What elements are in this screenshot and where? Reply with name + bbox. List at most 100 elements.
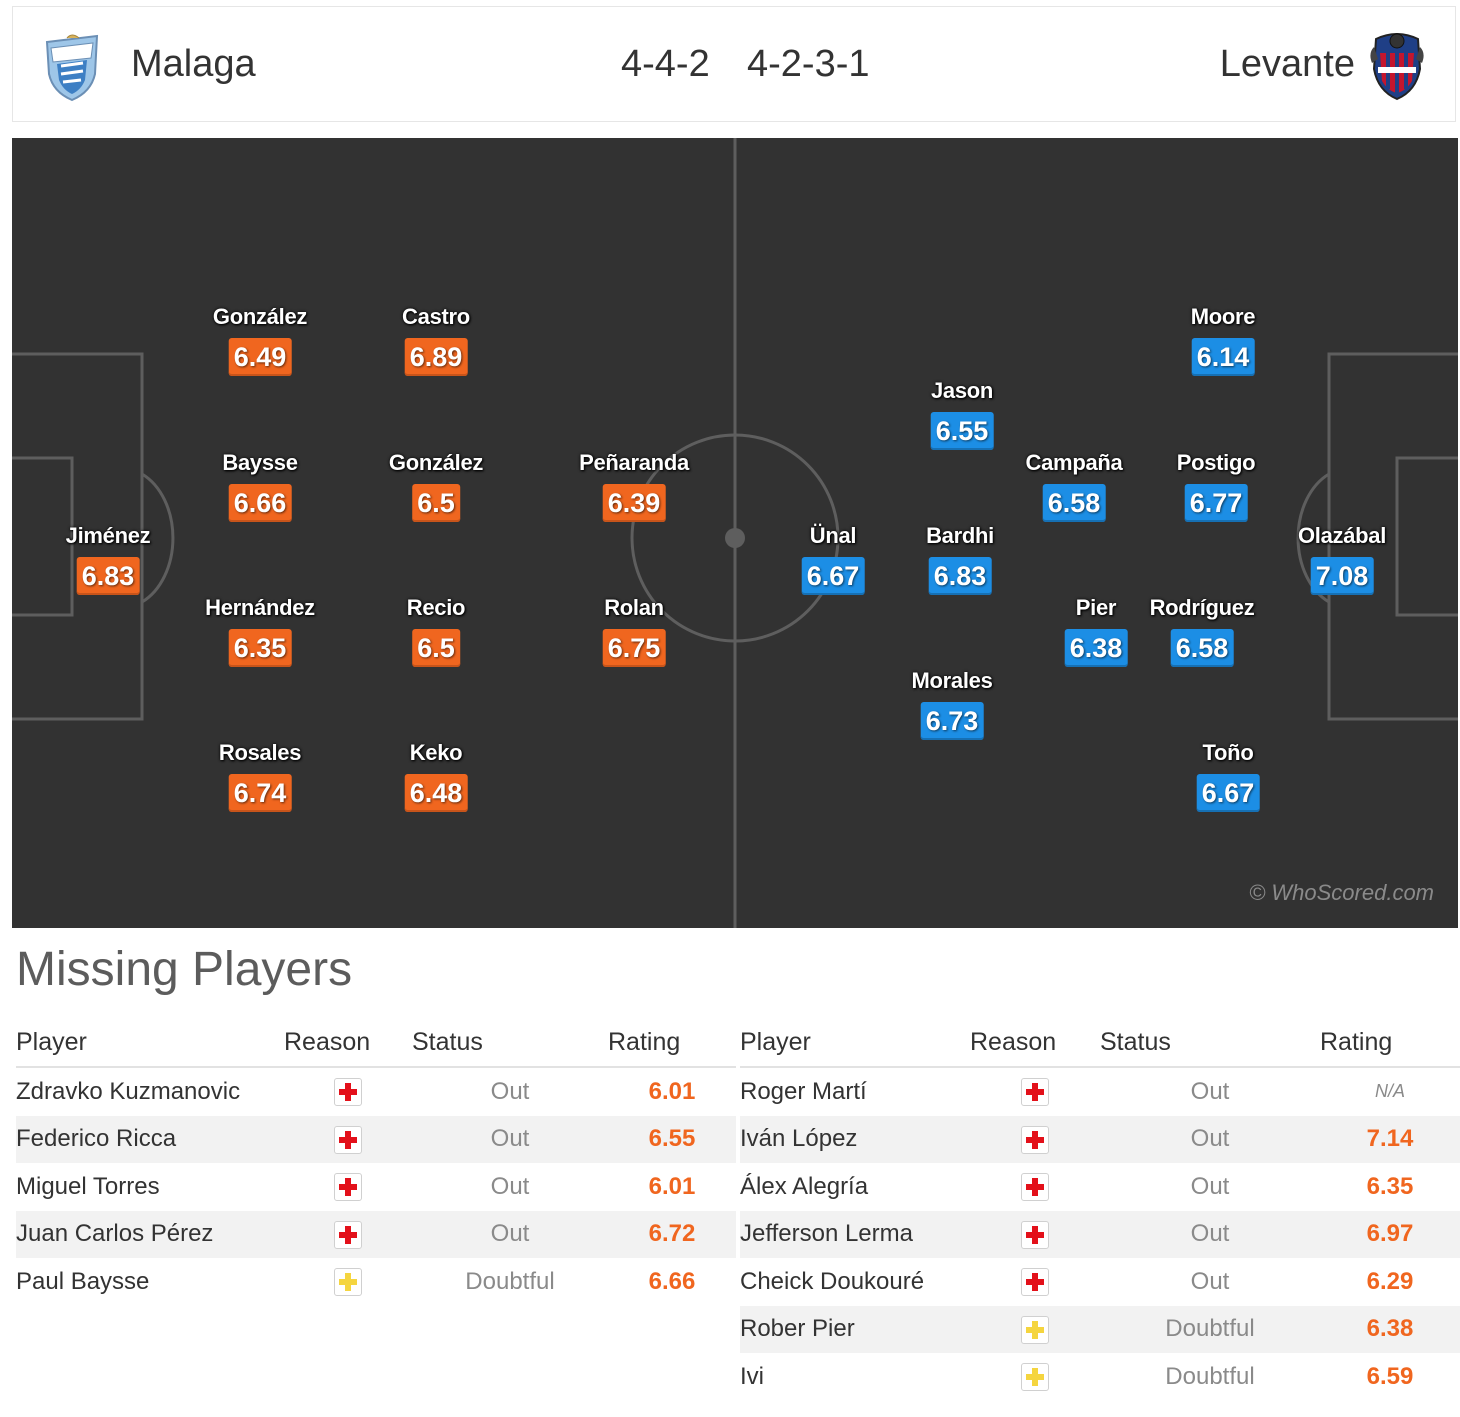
player-name[interactable]: Olazábal (1297, 523, 1387, 548)
table-row: Cheick Doukouré Out 6.29 (740, 1258, 1460, 1306)
player-name[interactable]: Keko (409, 740, 463, 765)
injury-icon[interactable] (1021, 1173, 1049, 1202)
player-name[interactable]: Castro (402, 304, 470, 329)
column-header-rating[interactable]: Rating (608, 1018, 736, 1068)
missing-player-name[interactable]: Álex Alegría (740, 1172, 869, 1200)
missing-player-name[interactable]: Iván López (740, 1115, 970, 1163)
reason-cell (970, 1115, 1100, 1163)
rating-cell: N/A (1374, 1081, 1405, 1102)
player-name[interactable]: Toño (1202, 740, 1254, 765)
doubtful-icon[interactable] (334, 1268, 362, 1297)
missing-player-name[interactable]: Roger Martí (740, 1077, 867, 1105)
player-rating: 6.73 (920, 702, 984, 740)
missing-player-name[interactable]: Zdravko Kuzmanovic (16, 1077, 241, 1105)
status-cell: Doubtful (1100, 1305, 1320, 1353)
injury-icon[interactable] (1021, 1078, 1049, 1107)
player-rating: 6.5 (412, 629, 460, 667)
doubtful-icon[interactable] (1021, 1315, 1049, 1344)
player-name[interactable]: Morales (911, 668, 993, 693)
doubtful-icon[interactable] (1021, 1363, 1049, 1392)
player-rating: 6.5 (412, 484, 460, 522)
injury-icon[interactable] (1021, 1125, 1049, 1154)
rating-cell: 6.29 (1366, 1267, 1414, 1295)
injury-icon[interactable] (334, 1078, 362, 1107)
player-rating: 6.35 (228, 629, 292, 667)
player-name[interactable]: Pier (1075, 595, 1117, 620)
player-rating: 6.48 (404, 774, 468, 812)
player-rating: 6.14 (1191, 338, 1255, 376)
injury-icon[interactable] (1021, 1268, 1049, 1297)
reason-cell (284, 1163, 412, 1211)
status-cell: Out (490, 1077, 530, 1105)
injury-icon[interactable] (334, 1220, 362, 1249)
table-row: Rober Pier Doubtful 6.38 (740, 1305, 1460, 1353)
player-name[interactable]: González (388, 450, 484, 475)
match-header: Malaga 4-4-2 4-2-3-1 Levante (12, 6, 1456, 122)
status-cell: Out (412, 1115, 608, 1163)
table-row: Ivi Doubtful 6.59 (740, 1353, 1460, 1401)
column-header-reason[interactable]: Reason (970, 1018, 1100, 1068)
player-name[interactable]: Campaña (1025, 450, 1123, 475)
player-name[interactable]: Hernández (205, 595, 315, 620)
missing-player-name[interactable]: Ivi (740, 1362, 764, 1390)
home-missing-table: Player Reason Status Rating Zdravko Kuzm… (16, 1018, 736, 1306)
missing-player-name[interactable]: Rober Pier (740, 1305, 970, 1353)
player-name[interactable]: Recio (406, 595, 466, 620)
player-name[interactable]: Baysse (222, 450, 298, 475)
reason-cell (284, 1115, 412, 1163)
away-formation: 4-2-3-1 (747, 43, 870, 85)
player-name[interactable]: González (212, 304, 308, 329)
player-rating: 6.38 (1064, 629, 1128, 667)
injury-icon[interactable] (334, 1125, 362, 1154)
player-rating: 6.67 (801, 557, 865, 595)
reason-cell (970, 1163, 1100, 1211)
column-header-rating[interactable]: Rating (1320, 1018, 1460, 1068)
pitch-markings (12, 138, 1458, 928)
missing-player-name[interactable]: Jefferson Lerma (740, 1210, 970, 1258)
player-name[interactable]: Moore (1190, 304, 1256, 329)
player-rating: 7.08 (1310, 557, 1374, 595)
player-rating: 6.58 (1042, 484, 1106, 522)
away-missing-table: Player Reason Status Rating Roger Martí O… (740, 1018, 1460, 1401)
player-name[interactable]: Bardhi (926, 523, 994, 548)
missing-player-name[interactable]: Cheick Doukouré (740, 1267, 925, 1295)
injury-icon[interactable] (334, 1173, 362, 1202)
column-header-player[interactable]: Player (16, 1018, 284, 1068)
player-rating: 6.66 (228, 484, 292, 522)
reason-cell (284, 1067, 412, 1116)
missing-player-name[interactable]: Juan Carlos Pérez (16, 1210, 284, 1258)
home-team-name[interactable]: Malaga (131, 43, 256, 85)
column-header-status[interactable]: Status (412, 1018, 608, 1068)
malaga-crest-icon[interactable] (41, 34, 103, 102)
status-cell: Out (1190, 1077, 1230, 1105)
player-name[interactable]: Ünal (809, 523, 857, 548)
missing-players-title: Missing Players (16, 943, 353, 996)
table-header-row: Player Reason Status Rating (16, 1018, 736, 1068)
table-row: Miguel Torres Out 6.01 (16, 1163, 736, 1211)
player-name[interactable]: Rosales (218, 740, 302, 765)
reason-cell (970, 1210, 1100, 1258)
reason-cell (970, 1067, 1100, 1116)
column-header-reason[interactable]: Reason (284, 1018, 412, 1068)
rating-cell: 6.72 (608, 1210, 736, 1258)
table-row: Paul Baysse Doubtful 6.66 (16, 1258, 736, 1306)
player-name[interactable]: Jiménez (65, 523, 151, 548)
column-header-status[interactable]: Status (1100, 1018, 1320, 1068)
player-name[interactable]: Postigo (1176, 450, 1256, 475)
away-team-name[interactable]: Levante (1219, 43, 1355, 85)
rating-cell: 6.66 (648, 1267, 696, 1295)
status-cell: Out (412, 1210, 608, 1258)
player-name[interactable]: Peñaranda (579, 450, 689, 475)
column-header-player[interactable]: Player (740, 1018, 970, 1068)
injury-icon[interactable] (1021, 1220, 1049, 1249)
player-rating: 6.67 (1196, 774, 1260, 812)
player-rating: 6.58 (1170, 629, 1234, 667)
missing-player-name[interactable]: Miguel Torres (16, 1172, 160, 1200)
levante-crest-icon[interactable] (1366, 33, 1428, 101)
player-name[interactable]: Jason (930, 378, 994, 403)
player-name[interactable]: Rodríguez (1149, 595, 1255, 620)
rating-cell: 6.97 (1320, 1210, 1460, 1258)
missing-player-name[interactable]: Paul Baysse (16, 1267, 150, 1295)
player-name[interactable]: Rolan (604, 595, 664, 620)
missing-player-name[interactable]: Federico Ricca (16, 1115, 284, 1163)
